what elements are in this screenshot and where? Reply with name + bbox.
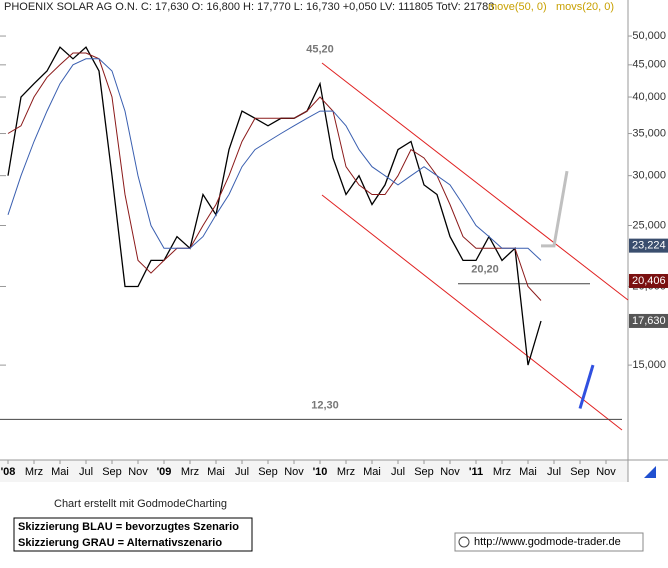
price-tag [629, 313, 668, 328]
price-tag [629, 238, 668, 253]
price-tag-label: 17,630 [632, 315, 666, 327]
series-line [7, 52, 542, 301]
price-tag [629, 273, 668, 288]
y-tick-label: 50,000 [632, 30, 666, 42]
x-axis-band [0, 460, 628, 482]
series-line [578, 364, 595, 409]
x-tick-label: Jul [235, 466, 249, 478]
legend-box [13, 517, 253, 552]
x-tick-label: Nov [284, 466, 304, 478]
channel-lower [321, 194, 623, 431]
x-tick-label: Jul [391, 466, 405, 478]
x-tick-label: Nov [128, 466, 148, 478]
x-tick-label: Mai [363, 466, 381, 478]
x-tick-label: '09 [157, 466, 172, 478]
x-tick-label: '08 [1, 466, 16, 478]
price-tag-label: 23,224 [632, 240, 666, 252]
y-tick-label: 15,000 [632, 359, 666, 371]
y-tick-label: 45,000 [632, 59, 666, 71]
x-tick-label: Mrz [181, 466, 199, 478]
legend-item: Skizzierung GRAU = Alternativszenario [18, 537, 222, 549]
indicator-label: movs(20, 0) [556, 1, 614, 13]
level-label: 12,30 [311, 399, 339, 411]
y-tick-label: 35,000 [632, 127, 666, 139]
x-tick-label: '10 [313, 466, 328, 478]
x-tick-label: Mai [207, 466, 225, 478]
level-label: 20,20 [471, 264, 499, 276]
x-tick-label: Jul [79, 466, 93, 478]
y-tick-label: 40,000 [632, 91, 666, 103]
x-tick-label: Mai [51, 466, 69, 478]
x-tick-label: Mrz [493, 466, 511, 478]
corner-icon [644, 466, 656, 478]
series-line [7, 58, 542, 261]
channel-upper [321, 62, 629, 301]
url-icon [458, 536, 470, 548]
x-tick-label: Nov [440, 466, 460, 478]
url: http://www.godmode-trader.de [474, 536, 621, 548]
price-tag-label: 20,406 [632, 275, 666, 287]
level-label: 45,20 [306, 44, 334, 56]
indicator-label: move(50, 0) [488, 1, 547, 13]
x-tick-label: Sep [414, 466, 434, 478]
chart-title: PHOENIX SOLAR AG O.N. C: 17,630 O: 16,80… [4, 1, 494, 13]
x-tick-label: Jul [547, 466, 561, 478]
legend-item: Skizzierung BLAU = bevorzugtes Szenario [18, 521, 239, 533]
x-tick-label: Mai [519, 466, 537, 478]
x-tick-label: Sep [102, 466, 122, 478]
x-tick-label: Mrz [337, 466, 355, 478]
credit: Chart erstellt mit GodmodeCharting [54, 498, 227, 510]
x-tick-label: '11 [469, 466, 483, 478]
series-line [7, 46, 542, 366]
x-tick-label: Sep [570, 466, 590, 478]
x-tick-label: Mrz [25, 466, 43, 478]
x-tick-label: Nov [596, 466, 616, 478]
url-box [454, 532, 644, 552]
y-tick-label: 25,000 [632, 219, 666, 231]
y-tick-label: 30,000 [632, 170, 666, 182]
x-tick-label: Sep [258, 466, 278, 478]
